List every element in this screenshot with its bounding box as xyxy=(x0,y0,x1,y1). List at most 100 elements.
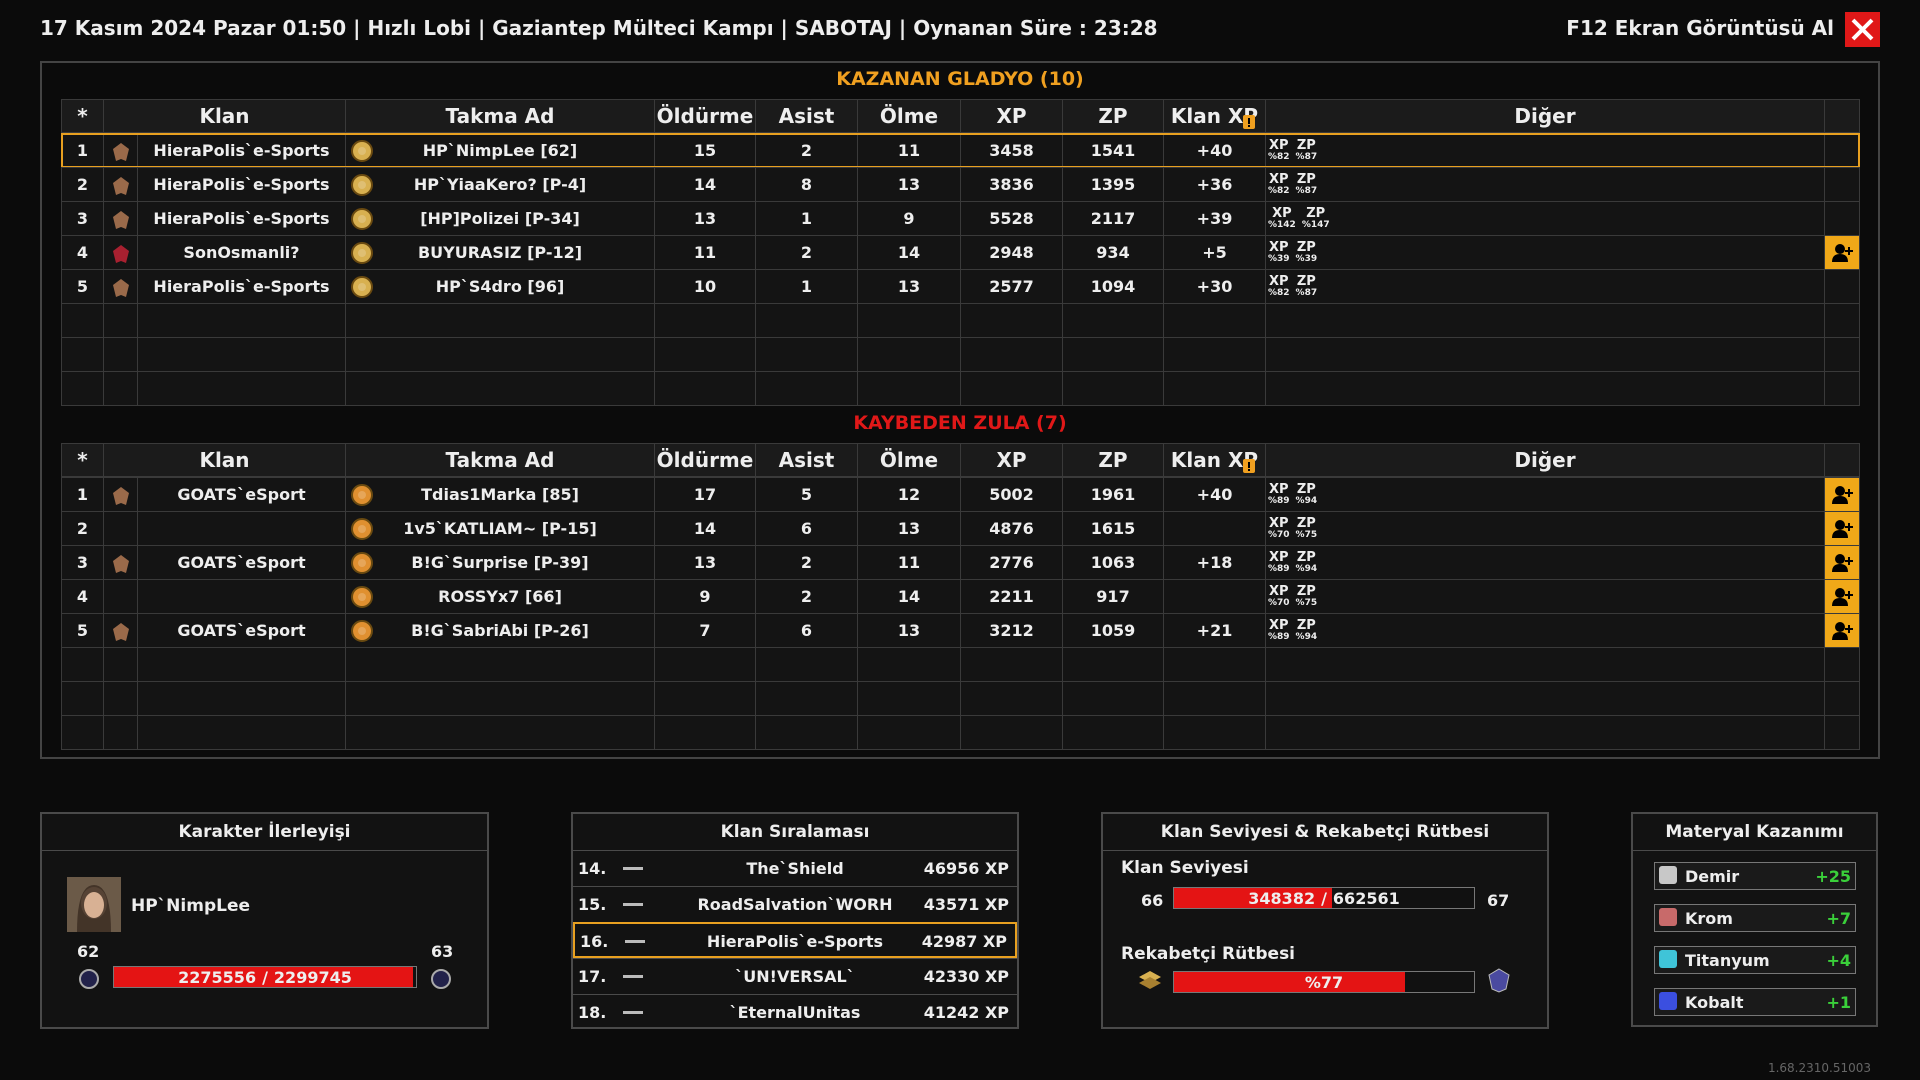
table-cell: 14 xyxy=(857,579,961,614)
current: 348382 xyxy=(1248,888,1316,908)
bonus-label: ZP xyxy=(1296,550,1316,565)
bonus-label: XP xyxy=(1268,240,1289,255)
clan-xp: +21 xyxy=(1196,621,1233,640)
bonus-value: %94 xyxy=(1295,564,1318,574)
bonus-xp: XP %82 xyxy=(1268,173,1290,196)
table-cell xyxy=(1824,269,1860,304)
xp: 2776 xyxy=(989,553,1034,572)
add-friend-icon[interactable] xyxy=(1831,587,1853,607)
table-cell: +40 xyxy=(1163,477,1266,512)
table-cell: 1 xyxy=(61,133,104,168)
add-friend-icon[interactable] xyxy=(1831,485,1853,505)
clan-xp: 42987 XP xyxy=(921,932,1007,951)
nickname: 1v5`KATLIAM~ [P-15] xyxy=(403,519,597,538)
table-cell xyxy=(61,303,104,338)
clan-xp: 43571 XP xyxy=(923,895,1009,914)
rank-badge xyxy=(350,173,374,197)
table-cell xyxy=(1824,681,1860,716)
table-cell: 4876 xyxy=(960,511,1063,546)
table-cell[interactable] xyxy=(1824,235,1860,270)
add-friend-icon[interactable] xyxy=(1831,519,1853,539)
screenshot-hint[interactable]: F12 Ekran Görüntüsü Al xyxy=(1566,16,1834,40)
table-cell: 917 xyxy=(1062,579,1164,614)
table-cell: BUYURASIZ [P-12] xyxy=(345,235,655,270)
bonus-xp: XP %82 xyxy=(1268,275,1290,298)
header-cell: * xyxy=(61,443,104,477)
material-swatch xyxy=(1659,992,1677,1010)
table-cell: 11 xyxy=(857,545,961,580)
results-panel xyxy=(40,61,1880,759)
table-cell[interactable] xyxy=(1824,545,1860,580)
header-cell: XP xyxy=(960,443,1063,477)
current: 2275556 xyxy=(178,967,257,987)
table-cell[interactable] xyxy=(1824,477,1860,512)
table-cell: SonOsmanli? xyxy=(137,235,346,270)
table-cell xyxy=(960,371,1063,406)
material-amount: +7 xyxy=(1826,909,1851,928)
column-header: XP xyxy=(996,104,1027,128)
nickname: ROSSYx7 [66] xyxy=(438,587,562,606)
table-cell: 12 xyxy=(857,477,961,512)
kills: 15 xyxy=(693,141,717,160)
clan-name: SonOsmanli? xyxy=(183,243,300,262)
table-cell: 5 xyxy=(755,477,858,512)
xp: 2211 xyxy=(989,587,1034,606)
info-icon-svg xyxy=(1243,115,1255,129)
table-cell: 3458 xyxy=(960,133,1063,168)
close-button[interactable] xyxy=(1845,12,1880,47)
table-cell xyxy=(755,647,858,682)
bonus-xp: XP %39 xyxy=(1268,241,1290,264)
table-cell[interactable] xyxy=(1824,579,1860,614)
table-cell: 1 xyxy=(61,477,104,512)
header-cell: Ölme xyxy=(857,443,961,477)
table-cell: 2 xyxy=(61,167,104,202)
table-cell xyxy=(857,681,961,716)
table-cell: 4 xyxy=(61,579,104,614)
column-header: Öldürme xyxy=(656,104,754,128)
table-cell: HP`S4dro [96] xyxy=(345,269,655,304)
bonus-zp: ZP %147 xyxy=(1302,207,1330,230)
clan-level-panel: Klan Seviyesi & Rekabetçi Rütbesi Klan S… xyxy=(1101,812,1549,1029)
table-cell xyxy=(1265,303,1825,338)
table-cell: 9 xyxy=(857,201,961,236)
table-cell xyxy=(103,477,138,512)
nickname: B!G`SabriAbi [P-26] xyxy=(411,621,589,640)
ranking-row: 18. `EternalUnitas 41242 XP xyxy=(573,994,1017,1030)
character-panel: Karakter İlerleyişi HP`NimpLee 62 63 227… xyxy=(40,812,489,1029)
xp: 2577 xyxy=(989,277,1034,296)
table-cell: 1 xyxy=(755,201,858,236)
table-cell xyxy=(1824,337,1860,372)
bonus-zp: ZP %94 xyxy=(1296,483,1318,506)
ranking-row: 14. The`Shield 46956 XP xyxy=(573,850,1017,886)
bonus-value: %89 xyxy=(1268,632,1290,642)
rank: 4 xyxy=(76,587,89,606)
add-friend-icon[interactable] xyxy=(1831,553,1853,573)
table-cell xyxy=(1163,511,1266,546)
level: 66 xyxy=(1141,891,1164,910)
character-name: HP`NimpLee xyxy=(131,896,251,916)
table-cell xyxy=(1163,337,1266,372)
next-level: 67 xyxy=(1487,891,1510,910)
header-cell: Öldürme xyxy=(654,99,756,133)
rank-badge xyxy=(350,551,374,575)
bonus-label: XP xyxy=(1268,138,1289,153)
bonus-label: ZP xyxy=(1296,618,1316,633)
table-cell[interactable] xyxy=(1824,511,1860,546)
table-cell: 3836 xyxy=(960,167,1063,202)
table-cell xyxy=(103,303,138,338)
table-cell xyxy=(61,337,104,372)
add-friend-icon[interactable] xyxy=(1831,621,1853,641)
table-cell xyxy=(654,715,756,750)
table-cell xyxy=(960,647,1063,682)
zp: 1063 xyxy=(1090,553,1136,572)
deaths: 12 xyxy=(897,485,921,504)
zp: 1094 xyxy=(1090,277,1136,296)
add-friend-icon[interactable] xyxy=(1831,243,1853,263)
table-cell: HP`NimpLee [62] xyxy=(345,133,655,168)
table-cell: 5528 xyxy=(960,201,1063,236)
rank-badge-svg xyxy=(351,174,373,196)
table-cell[interactable] xyxy=(1824,613,1860,648)
assists: 1 xyxy=(800,277,813,296)
header-cell: Asist xyxy=(755,99,858,133)
separator: / xyxy=(262,967,268,987)
